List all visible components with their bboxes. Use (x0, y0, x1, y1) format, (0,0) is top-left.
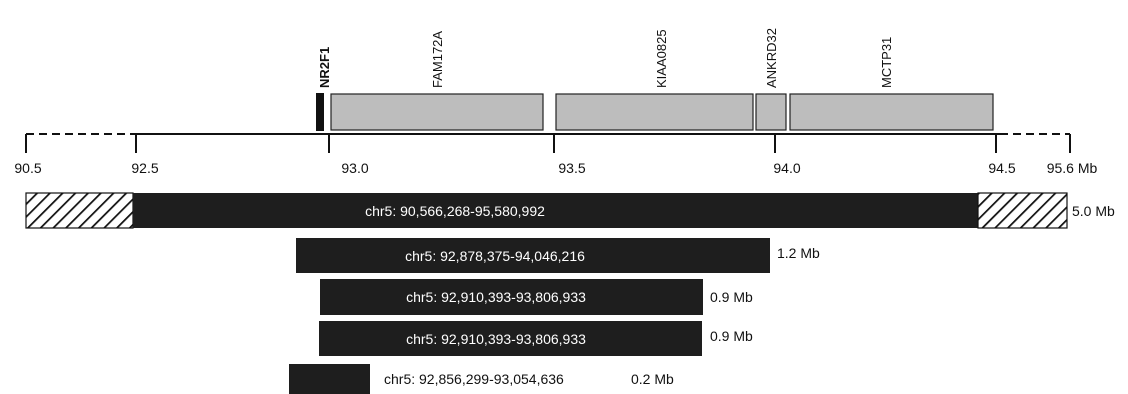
deletion-row: chr5: 92,878,375-94,046,216 1.2 Mb (296, 238, 820, 273)
deletion-hatched-right (977, 192, 1068, 229)
deletion-size: 0.2 Mb (631, 371, 674, 387)
deletion-bar (289, 364, 370, 394)
deletion-bar (296, 238, 770, 273)
deletion-bar (320, 279, 703, 315)
deletion-size: 1.2 Mb (777, 245, 820, 261)
deletion-hatched-left (25, 192, 134, 229)
deletion-track: chr5: 90,566,268-95,580,992 5.0 Mb chr5:… (25, 192, 1115, 394)
deletion-bar (319, 321, 702, 356)
gene-track: NR2F1 FAM172A KIAA0825 ANKRD32 MCTP31 (316, 28, 994, 131)
deletion-row: chr5: 92,910,393-93,806,933 0.9 Mb (320, 279, 753, 315)
gene-box-fam172a (330, 93, 544, 131)
tick-label-94-5: 94.5 (988, 160, 1015, 176)
genomic-axis: 90.5 92.5 93.0 93.5 94.0 94.5 95.6 Mb (14, 133, 1098, 176)
deletion-coordinates: chr5: 92,856,299-93,054,636 (384, 371, 564, 387)
deletion-size: 0.9 Mb (710, 289, 753, 305)
tick-label-92-5: 92.5 (131, 160, 158, 176)
tick-label-90-5: 90.5 (14, 160, 41, 176)
deletion-coordinates: chr5: 90,566,268-95,580,992 (365, 203, 545, 219)
gene-box-mctp31 (789, 93, 994, 131)
gene-box-ankrd32 (755, 93, 787, 131)
deletion-size: 0.9 Mb (710, 328, 753, 344)
gene-label-nr2f1: NR2F1 (317, 47, 332, 88)
deletion-coordinates: chr5: 92,910,393-93,806,933 (406, 289, 586, 305)
deletion-row: chr5: 92,856,299-93,054,636 0.2 Mb (289, 364, 674, 394)
gene-label-kiaa0825: KIAA0825 (654, 29, 669, 88)
tick-label-93-5: 93.5 (558, 160, 585, 176)
gene-label-mctp31: MCTP31 (879, 37, 894, 88)
gene-box-nr2f1 (316, 93, 324, 131)
gene-label-ankrd32: ANKRD32 (764, 28, 779, 88)
tick-label-94-0: 94.0 (773, 160, 800, 176)
tick-label-95-6: 95.6 Mb (1047, 160, 1098, 176)
gene-label-fam172a: FAM172A (430, 31, 445, 88)
deletion-coordinates: chr5: 92,878,375-94,046,216 (405, 248, 585, 264)
deletion-row: chr5: 90,566,268-95,580,992 5.0 Mb (25, 192, 1115, 229)
deletion-size: 5.0 Mb (1072, 203, 1115, 219)
tick-label-93-0: 93.0 (341, 160, 368, 176)
deletion-coordinates: chr5: 92,910,393-93,806,933 (406, 331, 586, 347)
deletion-row: chr5: 92,910,393-93,806,933 0.9 Mb (319, 321, 753, 356)
gene-box-kiaa0825 (555, 93, 754, 131)
deletion-bar (133, 193, 978, 228)
